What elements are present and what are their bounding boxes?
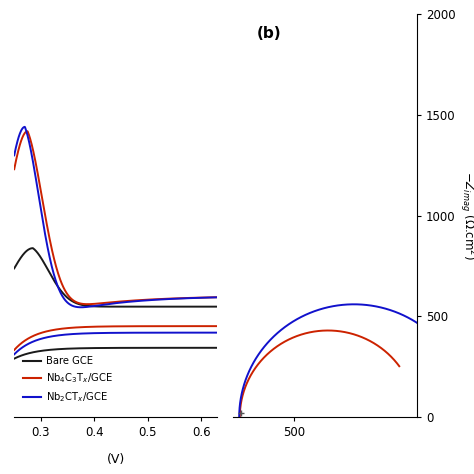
Text: (b): (b) [256,27,281,41]
Text: (V): (V) [107,453,125,466]
Y-axis label: $-Z_{imag}$ ($\Omega$.cm$^2$): $-Z_{imag}$ ($\Omega$.cm$^2$) [457,171,474,260]
Legend: Bare GCE, Nb$_4$C$_3$T$_x$/GCE, Nb$_2$CT$_x$/GCE: Bare GCE, Nb$_4$C$_3$T$_x$/GCE, Nb$_2$CT… [19,353,117,408]
